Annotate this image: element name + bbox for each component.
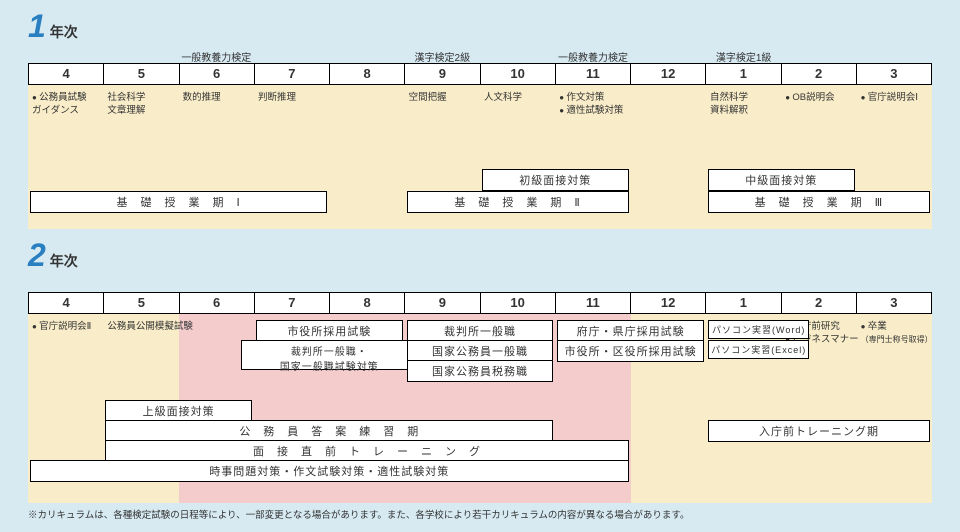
period-box: 面 接 直 前 ト レ ー ニ ン グ xyxy=(105,440,628,462)
curriculum-item: （専門士称号取得） xyxy=(861,333,933,346)
month-cell: 9 xyxy=(405,293,480,313)
year1-num: 1 xyxy=(28,8,46,45)
year2-months: 456789101112123 xyxy=(28,292,932,314)
period-box: 上級面接対策 xyxy=(105,400,252,422)
curriculum-item: 空間把握 xyxy=(409,91,447,104)
period-box: 基 礎 授 業 期 Ⅲ xyxy=(708,191,930,213)
period-box: 時事問題対策・作文試験対策・適性試験対策 xyxy=(30,460,629,482)
period-box: 国家公務員税務職 xyxy=(407,360,554,382)
period-box: 市役所採用試験 xyxy=(256,320,403,342)
curriculum-item: 人文科学 xyxy=(484,91,522,104)
month-cell: 7 xyxy=(255,64,330,84)
curriculum-item: 作文対策 xyxy=(559,91,604,104)
month-cell: 9 xyxy=(405,64,480,84)
period-box: パソコン実習(Word) xyxy=(708,320,809,339)
footnote: ※カリキュラムは、各種検定試験の日程等により、一部変更となる場合があります。また… xyxy=(28,507,932,521)
year1-months: 456789101112123 xyxy=(28,63,932,85)
month-cell: 4 xyxy=(29,293,104,313)
month-cell: 8 xyxy=(330,293,405,313)
month-cell: 2 xyxy=(782,293,857,313)
month-cell: 5 xyxy=(104,64,179,84)
year1-grid: 一般教養力検定2級漢字検定2級一般教養力検定1級漢字検定1級 456789101… xyxy=(28,49,932,229)
curriculum-item: 官庁説明会Ⅰ xyxy=(861,91,918,104)
month-cell: 5 xyxy=(104,293,179,313)
exam-label: 漢字検定1級 xyxy=(706,49,781,64)
curriculum-item: 社会科学 xyxy=(107,91,145,104)
year1-header: 1 年次 xyxy=(28,8,960,45)
month-cell: 11 xyxy=(556,293,631,313)
period-box: 裁判所一般職 xyxy=(407,320,554,342)
month-cell: 6 xyxy=(180,293,255,313)
curriculum-item: 卒業 xyxy=(861,320,887,333)
month-cell: 8 xyxy=(330,64,405,84)
period-box: 府庁・県庁採用試験 xyxy=(557,320,704,342)
curriculum-item: 公務員公開模擬試験 xyxy=(107,320,193,333)
month-cell: 12 xyxy=(631,293,706,313)
period-box: 入庁前トレーニング期 xyxy=(708,420,930,442)
curriculum-item: 判断推理 xyxy=(258,91,296,104)
curriculum-item: 文章理解 xyxy=(107,104,145,117)
exam-label: 漢字検定2級 xyxy=(405,49,480,64)
period-box: 中級面接対策 xyxy=(708,169,855,191)
month-cell: 11 xyxy=(556,64,631,84)
month-cell: 3 xyxy=(857,293,931,313)
period-box: 初級面接対策 xyxy=(482,169,629,191)
period-box: 公 務 員 答 案 練 習 期 xyxy=(105,420,553,442)
curriculum-item: 適性試験対策 xyxy=(559,104,623,117)
period-box: 市役所・区役所採用試験 xyxy=(557,340,704,362)
month-cell: 1 xyxy=(706,293,781,313)
month-cell: 7 xyxy=(255,293,330,313)
month-cell: 10 xyxy=(481,64,556,84)
curriculum-item: 自然科学 xyxy=(710,91,748,104)
curriculum-item: OB説明会 xyxy=(785,91,834,104)
month-cell: 4 xyxy=(29,64,104,84)
month-cell: 6 xyxy=(180,64,255,84)
month-cell: 3 xyxy=(857,64,931,84)
month-cell: 1 xyxy=(706,64,781,84)
curriculum-item: 資料解釈 xyxy=(710,104,748,117)
curriculum-item: 公務員試験 xyxy=(32,91,87,104)
year1-label: 年次 xyxy=(50,22,78,42)
period-box: 基 礎 授 業 期 Ⅱ xyxy=(407,191,629,213)
curriculum-item: 数的推理 xyxy=(183,91,221,104)
year2-grid: 456789101112123 官庁説明会Ⅱ公務員公開模擬試験入庁前研究ビジネス… xyxy=(28,278,932,503)
month-cell: 10 xyxy=(481,293,556,313)
month-cell: 2 xyxy=(782,64,857,84)
curriculum-item: ガイダンス xyxy=(32,104,79,117)
month-cell: 12 xyxy=(631,64,706,84)
curriculum-item: 官庁説明会Ⅱ xyxy=(32,320,91,333)
period-box: 国家公務員一般職 xyxy=(407,340,554,362)
period-box: 基 礎 授 業 期 Ⅰ xyxy=(30,191,327,213)
period-box: 裁判所一般職・ 国家一般職試験対策 xyxy=(241,340,418,370)
year1-top-labels: 一般教養力検定2級漢字検定2級一般教養力検定1級漢字検定1級 xyxy=(28,49,932,63)
year2-num: 2 xyxy=(28,237,46,274)
year2-label: 年次 xyxy=(50,251,78,271)
period-box: パソコン実習(Excel) xyxy=(708,340,809,359)
year2-header: 2 年次 xyxy=(28,237,960,274)
